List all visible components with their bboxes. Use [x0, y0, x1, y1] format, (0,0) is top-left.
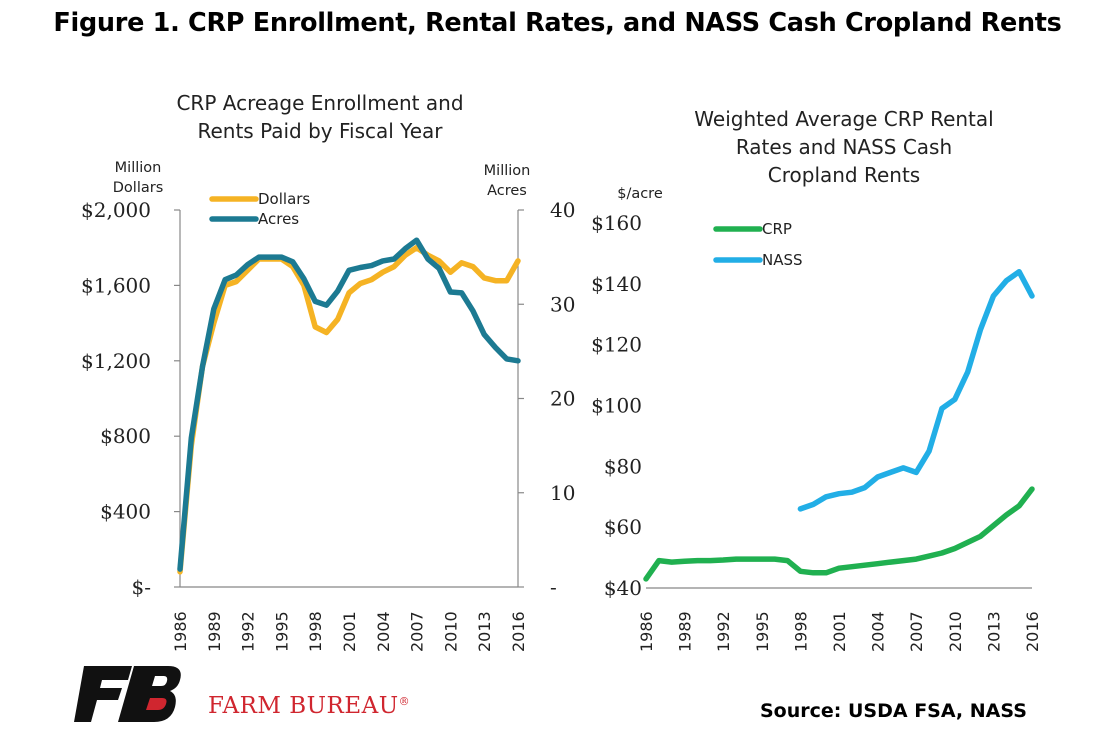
left-x-tick-label: 2001: [340, 611, 359, 652]
left-x-tick-label: 1995: [272, 611, 291, 652]
figure-title: Figure 1. CRP Enrollment, Rental Rates, …: [53, 8, 1062, 38]
right-chart-title-line: Rates and NASS Cash: [736, 135, 952, 159]
right-chart-y-unit: $/acre: [617, 186, 663, 202]
right-y-tick-label: -: [550, 575, 557, 599]
right-chart-title-line: Cropland Rents: [768, 163, 920, 187]
series-line-acres: [177, 237, 521, 572]
right-chart-y-tick-label: $160: [591, 211, 642, 235]
series-line-crp: [643, 486, 1035, 582]
left-x-tick-label: 1989: [205, 611, 224, 652]
right-chart-y-tick-label: $140: [591, 272, 642, 296]
left-x-tick-label: 2013: [475, 611, 494, 652]
source-note: Source: USDA FSA, NASS: [760, 700, 1027, 722]
left-y-tick-label: $-: [132, 575, 151, 599]
right-chart-x-tick-label: 2007: [907, 611, 926, 652]
left-x-tick-label: 1992: [239, 611, 258, 652]
legend-label-dollars: Dollars: [258, 190, 310, 208]
left-x-tick-label: 1998: [306, 611, 325, 652]
left-x-tick-label: 1986: [171, 611, 190, 652]
legend-label-acres: Acres: [258, 210, 299, 228]
right-chart-y-tick-label: $60: [604, 515, 642, 539]
left-y-tick-label: $1,600: [81, 273, 151, 297]
right-chart-x-tick-label: 2010: [946, 611, 965, 652]
left-x-tick-label: 2016: [509, 611, 528, 652]
right-y-tick-label: 10: [550, 481, 575, 505]
left-chart-title-line: Rents Paid by Fiscal Year: [197, 119, 443, 143]
right-chart-x-tick-label: 1998: [791, 611, 810, 652]
right-chart-x-tick-label: 2004: [869, 611, 888, 652]
right-y-tick-label: 20: [550, 387, 575, 411]
farm-bureau-logo-icon: [70, 664, 190, 728]
right-chart-y-tick-label: $100: [591, 394, 642, 418]
right-y-axis-unit: Million: [484, 163, 531, 179]
legend-label-nass: NASS: [762, 251, 803, 269]
right-chart-x-tick-label: 1989: [676, 611, 695, 652]
series-line-dollars: [177, 244, 521, 575]
right-chart-title-line: Weighted Average CRP Rental: [694, 107, 993, 131]
series-line-nass: [797, 268, 1035, 512]
left-y-tick-label: $2,000: [81, 198, 151, 222]
right-chart-x-tick-label: 2013: [984, 611, 1003, 652]
left-y-axis-unit: Dollars: [113, 180, 164, 196]
right-chart-y-tick-label: $40: [604, 576, 642, 600]
right-y-tick-label: 30: [550, 292, 575, 316]
left-x-tick-label: 2007: [408, 611, 427, 652]
right-chart-y-tick-label: $80: [604, 454, 642, 478]
left-y-tick-label: $400: [100, 500, 151, 524]
left-x-tick-label: 2004: [374, 611, 393, 652]
right-chart-x-tick-label: 1995: [753, 611, 772, 652]
brand-name: FARM BUREAU®: [208, 693, 411, 719]
right-y-axis-unit: Acres: [487, 183, 527, 199]
right-chart-x-tick-label: 1986: [637, 611, 656, 652]
right-chart-x-tick-label: 2016: [1023, 611, 1042, 652]
right-chart-x-tick-label: 2001: [830, 611, 849, 652]
left-y-tick-label: $1,200: [81, 349, 151, 373]
left-x-tick-label: 2010: [441, 611, 460, 652]
right-chart-y-tick-label: $120: [591, 333, 642, 357]
right-y-tick-label: 40: [550, 198, 575, 222]
legend-label-crp: CRP: [762, 220, 792, 238]
left-y-tick-label: $800: [100, 424, 151, 448]
left-chart-title-line: CRP Acreage Enrollment and: [176, 91, 463, 115]
right-chart-x-tick-label: 1992: [714, 611, 733, 652]
left-y-axis-unit: Million: [115, 160, 162, 176]
